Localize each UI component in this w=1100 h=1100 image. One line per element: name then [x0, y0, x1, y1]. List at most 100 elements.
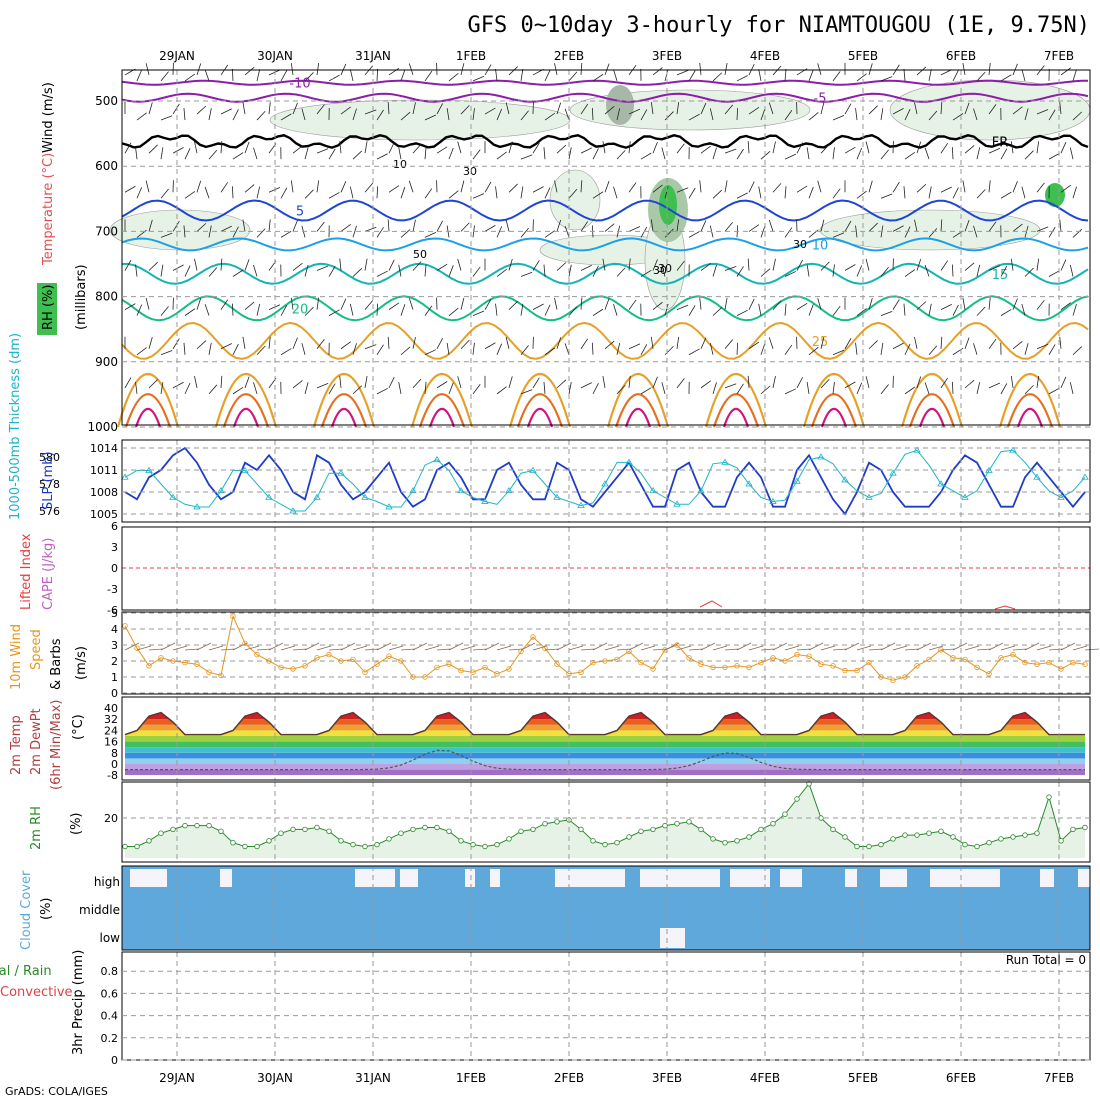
rh2m-point: [830, 826, 836, 833]
wind10-label-4: (m/s): [74, 646, 89, 680]
wind-barb: [388, 376, 395, 389]
temp-tick--8: -8: [107, 769, 118, 782]
wind10-barb: [964, 645, 980, 651]
wind-barb: [832, 147, 835, 160]
wind-barb: [868, 297, 873, 310]
wind-barb: [758, 69, 762, 81]
wind-barb: [940, 186, 952, 193]
top-day-label-5: 3FEB: [652, 49, 682, 63]
rh2m-point: [446, 828, 452, 834]
rh2m-point: [854, 843, 860, 850]
wind10-point: [530, 634, 536, 640]
wind10-point: [278, 664, 284, 671]
wind-barb: [505, 102, 510, 115]
rh-contour-label-4: 50: [413, 248, 427, 261]
thickness-point: [601, 480, 609, 487]
wind-barb: [554, 63, 558, 76]
wind-barb: [640, 387, 652, 395]
wind-barb: [352, 268, 363, 277]
wind-barb: [398, 382, 402, 394]
wind-barb: [892, 342, 904, 350]
rh2m-point: [974, 843, 980, 850]
wind-barb: [148, 219, 153, 232]
wind10-barb: [820, 645, 836, 651]
wind-barb: [772, 258, 776, 271]
wind10-point: [854, 667, 860, 674]
surface-isotherm-1-1: [222, 393, 270, 428]
wind-barb: [817, 180, 822, 193]
wind-barb: [564, 108, 570, 121]
wind-barb: [1036, 109, 1049, 115]
rh2m-point: [230, 840, 236, 846]
wind-barb: [1060, 184, 1071, 193]
temp-band-11: [125, 712, 1085, 714]
wind-barb: [556, 102, 562, 115]
top-day-label-0: 29JAN: [159, 49, 195, 63]
cloud-high-clear-9: [640, 869, 720, 887]
wind10-point: [206, 669, 212, 675]
wind-barb: [328, 192, 340, 199]
thickness-point: [1033, 473, 1041, 480]
wind-barb: [1036, 299, 1045, 310]
wind-barb: [988, 221, 997, 232]
thickness-point: [121, 473, 129, 480]
lifted-tick-6: 6: [111, 520, 118, 533]
surface-isotherm-8-1: [908, 393, 956, 428]
thickness-point: [937, 480, 945, 487]
wind-barb: [580, 180, 583, 193]
wind-barb: [661, 147, 666, 160]
wind-barb: [676, 304, 689, 311]
wind-barb: [1012, 181, 1018, 193]
wind-barb: [194, 141, 198, 154]
wind-barb: [1021, 303, 1026, 316]
wind-barb: [340, 63, 347, 76]
wind10-barb: [844, 642, 860, 651]
wind10-point: [494, 671, 500, 677]
wind10-barb: [784, 645, 800, 651]
wind-barb: [448, 147, 454, 160]
thickness-point: [817, 453, 825, 460]
wind-barb: [940, 260, 949, 271]
rh2m-point: [746, 834, 752, 840]
isotherm--5: [121, 92, 1089, 103]
slp-tick-1005: 1005: [90, 508, 118, 521]
rh2m-point: [998, 836, 1004, 842]
thickness-point: [697, 486, 705, 494]
panel-frame-0: [121, 69, 1091, 426]
top-day-label-4: 2FEB: [554, 49, 584, 63]
rh-contour-label-0: 10: [393, 158, 407, 171]
wind-barb: [244, 184, 255, 193]
wind10-barb: [364, 648, 380, 651]
wind-barb: [316, 297, 320, 310]
wind-barb: [484, 225, 496, 232]
rh2m-label-2: (%): [69, 813, 84, 836]
wind-barb: [758, 186, 762, 199]
wind-barb: [556, 337, 562, 349]
wind-barb: [784, 153, 797, 160]
wind-barb: [880, 384, 889, 395]
thickness-point: [625, 458, 633, 465]
wind-barb: [712, 189, 723, 199]
wind-barb: [808, 186, 814, 199]
wind-barb: [952, 70, 959, 82]
wind-barb: [172, 338, 180, 349]
thickness-point: [193, 503, 201, 510]
bottom-day-label-9: 7FEB: [1044, 1071, 1074, 1085]
wind-barb: [652, 67, 663, 76]
wind10-point: [842, 667, 848, 674]
wind10-point: [482, 664, 488, 671]
wind-barb: [160, 306, 169, 316]
wind10-barb: [580, 648, 596, 651]
wind-barb: [806, 264, 810, 277]
wind-barb: [676, 143, 685, 154]
wind-barb: [184, 148, 191, 160]
thickness-point: [457, 486, 465, 494]
rh2m-point: [710, 836, 716, 842]
wind-barb: [340, 106, 351, 115]
wind-barb: [194, 258, 198, 271]
temp-band-6: [125, 736, 1085, 742]
wind10-point: [518, 648, 524, 655]
wind-barb: [952, 187, 959, 199]
slp-tick-1008: 1008: [90, 486, 118, 499]
wind-barb: [208, 267, 218, 277]
